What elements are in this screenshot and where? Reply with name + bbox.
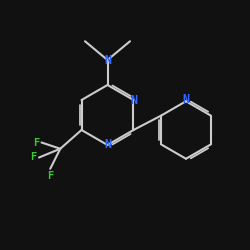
Text: N: N bbox=[104, 54, 111, 66]
Text: F: F bbox=[30, 152, 37, 162]
Text: F: F bbox=[47, 171, 54, 181]
Text: F: F bbox=[33, 138, 39, 147]
Text: N: N bbox=[182, 94, 190, 106]
Text: N: N bbox=[104, 138, 111, 151]
Text: N: N bbox=[130, 94, 137, 106]
